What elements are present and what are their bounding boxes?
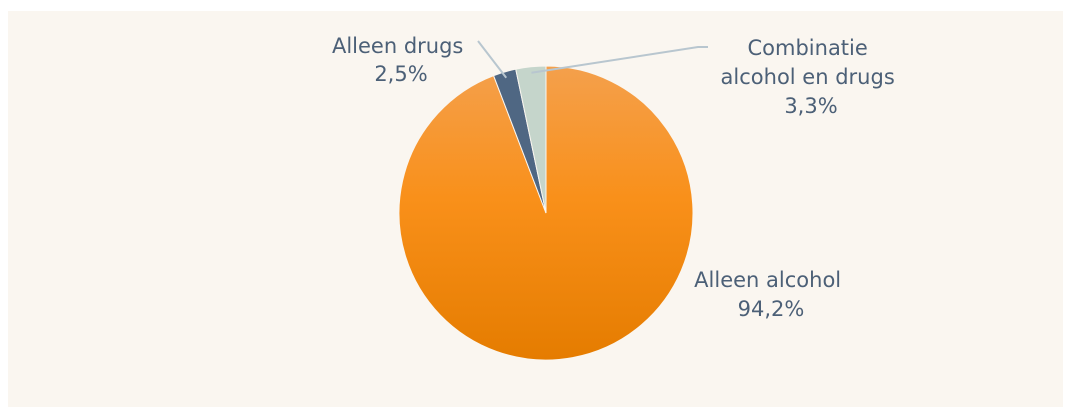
- slice-label-combinatie: Combinatie alcohol en drugs 3,3%: [721, 36, 902, 118]
- leader-lines: [477, 40, 708, 79]
- slice-label-combinatie-line1: Combinatie: [748, 36, 868, 60]
- chart-area: Alleen drugs 2,5% Combinatie alcohol en …: [8, 11, 1063, 407]
- slice-label-alleen-alcohol: Alleen alcohol 94,2%: [694, 268, 848, 321]
- slice-label-combinatie-value: 3,3%: [784, 94, 837, 118]
- slice-label-combinatie-line2: alcohol en drugs: [721, 65, 895, 89]
- slice-label-alleen-drugs: Alleen drugs 2,5%: [332, 34, 470, 86]
- slice-label-alleen-alcohol-name: Alleen alcohol: [694, 268, 841, 292]
- slice-label-alleen-alcohol-value: 94,2%: [738, 297, 805, 321]
- pie-slice-combinatie-alcohol-en-drugs: [515, 65, 547, 214]
- pie-slices: [398, 65, 694, 361]
- slice-label-alleen-drugs-value: 2,5%: [374, 62, 427, 86]
- leader-line-combinatie: [531, 46, 708, 74]
- pie-chart: Alleen drugs 2,5% Combinatie alcohol en …: [332, 34, 902, 361]
- slice-label-alleen-drugs-name: Alleen drugs: [332, 34, 463, 58]
- leader-line-alleen-drugs: [477, 40, 508, 79]
